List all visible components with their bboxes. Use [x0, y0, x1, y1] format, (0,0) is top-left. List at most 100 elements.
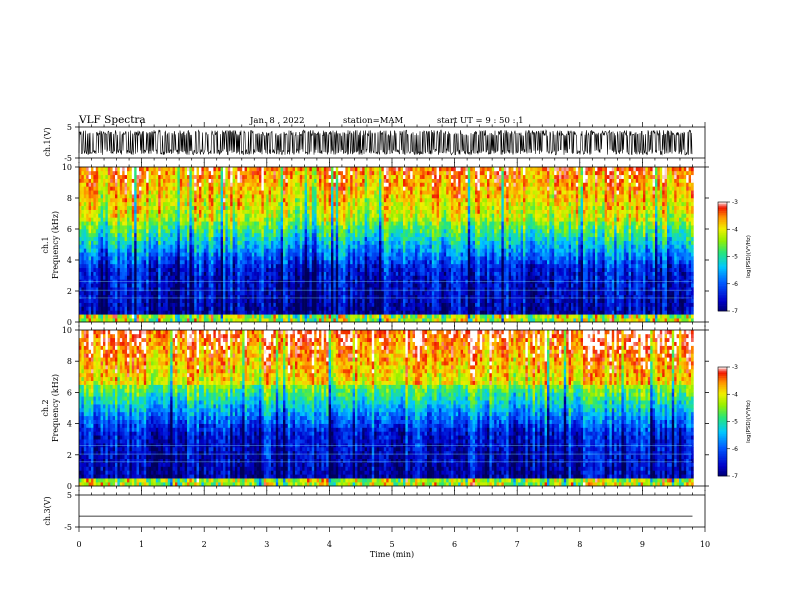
cb1-tick-label: -5 — [732, 254, 738, 261]
cb1-swatch — [718, 243, 727, 246]
ch2-spectrogram-panel: 0 2 4 6 8 10 — [62, 326, 709, 491]
cb1-swatch — [718, 300, 727, 303]
cb1-swatch — [718, 291, 727, 294]
time-tick-label: 7 — [515, 540, 520, 549]
time-tick-label: 9 — [640, 540, 645, 549]
cb1-swatch — [718, 292, 727, 295]
p2-ytick-label: 4 — [67, 256, 72, 265]
time-tick-label: 1 — [139, 540, 144, 549]
ch2-spectrogram-ylabel-top: ch.2 — [41, 399, 50, 416]
cb2-swatch — [718, 437, 727, 440]
time-tick-label: 10 — [700, 540, 710, 549]
cb1-swatch — [718, 294, 727, 297]
cb1-swatch — [718, 309, 727, 312]
cb2-swatch — [718, 416, 727, 419]
time-tick-label: 5 — [389, 540, 394, 549]
ch1-spectrogram-ylabel-top: ch.1 — [41, 236, 50, 253]
cb1-swatch — [718, 241, 727, 245]
cb2-swatch — [718, 445, 727, 448]
cb1-swatch — [718, 260, 727, 263]
cb1-tick-label: -4 — [732, 226, 738, 233]
cb1-swatch — [718, 283, 727, 286]
cb2-swatch — [718, 394, 727, 397]
cb2-swatch — [718, 468, 727, 471]
cb1-swatch — [718, 231, 727, 234]
p2-ytick-label: 0 — [67, 318, 72, 327]
cb2-label: log(PSD)(V²/Hz) — [745, 400, 752, 443]
p2-cells — [79, 167, 694, 323]
time-axis-label: Time (min) — [370, 550, 414, 559]
cb1-swatch — [718, 225, 727, 228]
p2-ytick-label: 8 — [67, 194, 72, 203]
ch3-waveform-ytick-label: 5 — [67, 491, 72, 500]
cb1-swatch — [718, 296, 727, 299]
cb2-swatch — [718, 390, 727, 393]
cb2-swatch — [718, 428, 727, 431]
cb2-swatch — [718, 403, 727, 406]
cb2-swatch — [718, 414, 727, 417]
cb1-tick-label: -3 — [732, 199, 738, 206]
time-tick-label: 4 — [327, 540, 332, 549]
cb2-swatch — [718, 466, 727, 470]
figure-start-time: start UT = 9 : 50 : 1 — [437, 116, 524, 126]
cb2-swatch — [718, 450, 727, 453]
p3-ytick-label: 4 — [67, 420, 72, 429]
cb1-swatch — [718, 298, 727, 301]
cb1-swatch — [718, 229, 727, 232]
cb1-swatch — [718, 247, 727, 250]
cb2-swatch — [718, 388, 727, 391]
cb1-swatch — [718, 251, 727, 254]
p3-ytick-label: 2 — [67, 451, 72, 460]
cb1-swatch — [718, 256, 727, 259]
cb2-tick-label: -7 — [732, 473, 738, 480]
time-tick-label: 3 — [264, 540, 269, 549]
cb2-swatch — [718, 401, 727, 404]
cb2-swatch — [718, 425, 727, 428]
cb2-swatch — [718, 370, 727, 373]
time-axis: 0 1 2 3 4 5 6 7 8 9 10 — [76, 122, 710, 549]
cb2-swatch — [718, 446, 727, 450]
cb1-swatch — [718, 274, 727, 277]
cb2-swatch — [718, 430, 727, 433]
cb1-swatch — [718, 214, 727, 217]
figure-date: Jan. 8 , 2022 — [249, 116, 305, 126]
cb1-swatch — [718, 269, 727, 272]
ch1-waveform-ytick-label: -5 — [64, 154, 72, 163]
cb1-swatch — [718, 301, 727, 305]
cb2-tick-label: -3 — [732, 364, 738, 371]
cb2-swatch — [718, 374, 727, 377]
cb2-swatch — [718, 386, 727, 390]
cb1-swatch — [718, 221, 727, 225]
ch1-waveform-series — [78, 129, 693, 156]
ch1-waveform-panel: 5 -5 — [64, 123, 706, 163]
cb2-swatch — [718, 426, 727, 430]
cb1-swatch — [718, 261, 727, 265]
time-tick-label: 8 — [577, 540, 582, 549]
ch2-spectrogram-ylabel: Frequency (kHz) — [51, 374, 60, 442]
cb1-swatch — [718, 236, 727, 239]
cb1-swatch — [718, 303, 727, 306]
cb1-swatch — [718, 207, 727, 210]
cb2-swatch — [718, 434, 727, 437]
cb2-swatch — [718, 406, 727, 410]
cb2-swatch — [718, 452, 727, 455]
cb1-swatch — [718, 211, 727, 214]
cb2-swatch — [718, 405, 727, 408]
ch1-waveform-ylabel: ch.1(V) — [43, 127, 52, 156]
figure-station: station=MAM — [343, 116, 404, 126]
cb1-swatch — [718, 305, 727, 308]
cb2-swatch — [718, 456, 727, 459]
cb1-swatch — [718, 227, 727, 230]
cb2-swatch — [718, 432, 727, 435]
cb2-swatch — [718, 368, 727, 371]
p2-ytick-label: 6 — [67, 225, 72, 234]
figure-title: VLF Spectra — [78, 114, 146, 126]
cb1-swatch — [718, 258, 727, 261]
cb1-swatch — [718, 223, 727, 226]
p3-ytick-label: 10 — [62, 326, 72, 335]
cb1-swatch — [718, 276, 727, 279]
cb1-swatch — [718, 212, 727, 216]
ch3-waveform-plot-area — [79, 495, 705, 527]
cb2-swatch — [718, 421, 727, 424]
